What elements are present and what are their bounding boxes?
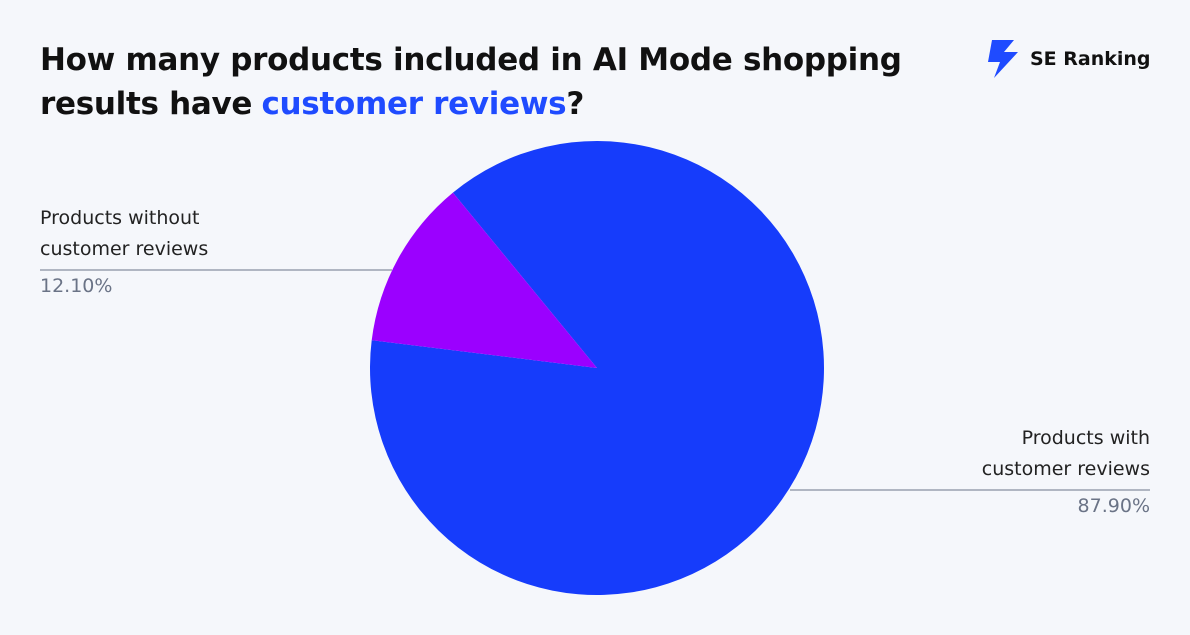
- logo-text: SE Ranking: [1030, 48, 1151, 70]
- pie-slice: [369, 140, 825, 595]
- logo: SE Ranking: [986, 40, 1151, 78]
- title-end: ?: [566, 86, 585, 122]
- slice-label: Products without customer reviews 12.10%: [40, 203, 260, 302]
- category-label: Products with customer reviews: [981, 427, 1150, 480]
- title-highlight: customer reviews: [261, 86, 567, 122]
- pie-slice: [371, 192, 597, 368]
- logo-icon: [988, 40, 1018, 78]
- value-label: 12.10%: [40, 275, 113, 297]
- slice-label: Products with customer reviews 87.90%: [930, 423, 1150, 522]
- chart-title: How many products included in AI Mode sh…: [40, 38, 920, 126]
- title-text: How many products included in AI Mode sh…: [40, 42, 902, 122]
- value-label: 87.90%: [1077, 495, 1150, 517]
- category-label: Products without customer reviews: [40, 207, 209, 260]
